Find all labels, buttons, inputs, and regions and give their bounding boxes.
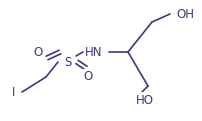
Text: HO: HO [136, 94, 154, 106]
Text: O: O [83, 71, 93, 83]
Text: S: S [64, 56, 72, 68]
Text: I: I [12, 86, 16, 98]
Text: O: O [33, 45, 43, 58]
Text: HN: HN [85, 45, 103, 58]
Text: OH: OH [176, 8, 194, 20]
